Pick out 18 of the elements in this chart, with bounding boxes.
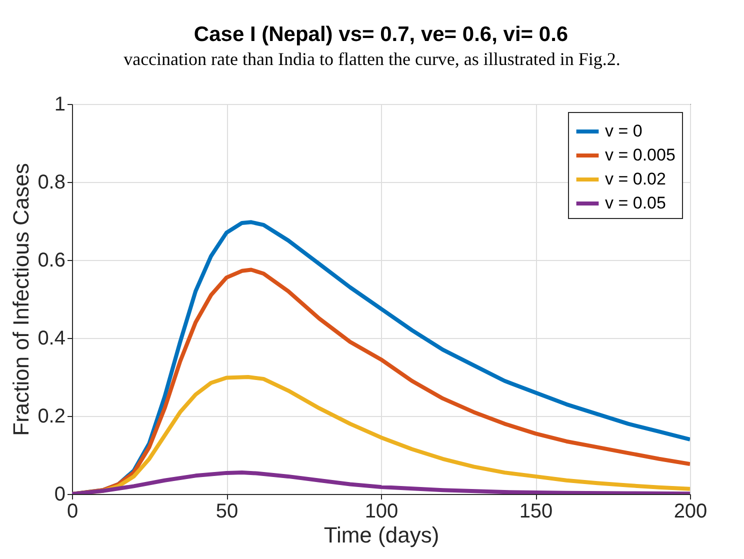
y-tick-label: 0.6 [38, 250, 66, 272]
chart-title: Case I (Nepal) vs= 0.7, ve= 0.6, vi= 0.6 [194, 23, 568, 46]
y-tick-label: 0.4 [38, 328, 66, 350]
x-tick-label: 150 [519, 500, 553, 522]
legend-label: v = 0.02 [605, 170, 666, 188]
x-tick-label: 200 [674, 500, 708, 522]
y-tick-label: 0.8 [38, 172, 66, 194]
x-tick-label: 100 [364, 500, 398, 522]
y-axis-title: Fraction of Infectious Cases [8, 163, 34, 436]
legend-label: v = 0.005 [605, 146, 676, 164]
legend-label: v = 0.05 [605, 194, 666, 212]
legend-label: v = 0 [605, 122, 642, 140]
y-tick-label: 0 [54, 484, 66, 506]
x-axis-title: Time (days) [324, 522, 440, 548]
text: vaccination rate than India to flatten the curve, as illustrated in Fig.2. [124, 49, 620, 69]
y-tick-label: 1 [54, 94, 66, 116]
y-tick-label: 0.2 [38, 406, 66, 428]
x-tick-label: 50 [216, 500, 238, 522]
